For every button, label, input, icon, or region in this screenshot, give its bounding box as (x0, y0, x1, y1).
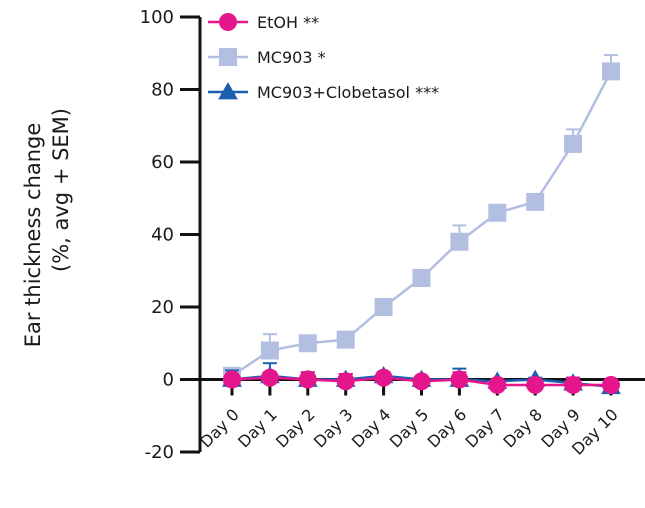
legend-item: EtOH ** (208, 13, 319, 32)
y-tick-label: 20 (151, 297, 174, 318)
y-ticks: -20 0 20 40 60 80 100 (140, 7, 200, 463)
data-point-circle (219, 13, 237, 31)
x-tick-label: Day 0 (196, 405, 243, 452)
x-tick-label: Day 4 (348, 405, 395, 452)
y-tick-label: 40 (151, 225, 174, 246)
legend-label: MC903+Clobetasol *** (257, 83, 439, 102)
x-tick-label: Day 1 (234, 405, 281, 452)
data-point-square (260, 341, 279, 360)
x-tick-label: Day 2 (272, 405, 319, 452)
data-point-circle (450, 370, 469, 389)
series-layer (222, 54, 621, 395)
data-point-circle (564, 375, 583, 394)
data-point-square (450, 232, 469, 251)
series-line (231, 70, 613, 377)
data-point-circle (526, 375, 545, 394)
x-tick-label: Day 8 (499, 405, 546, 452)
data-point-square (412, 269, 431, 287)
data-point-circle (260, 368, 279, 387)
data-point-square (564, 134, 583, 153)
y-tick-label: 100 (140, 7, 174, 28)
y-axis-sublabel: (%, avg + SEM) (49, 108, 73, 272)
legend-label: MC903 * (257, 48, 326, 67)
legend-label: EtOH ** (257, 13, 319, 32)
series-square (223, 54, 620, 385)
x-tick-label: Day 3 (310, 405, 357, 452)
y-tick-label: 0 (163, 370, 174, 391)
data-point-triangle (218, 82, 238, 100)
x-tick-label: Day 5 (386, 405, 433, 452)
data-point-square (298, 334, 317, 353)
legend-item: MC903 * (208, 48, 326, 67)
data-point-square (488, 203, 507, 222)
data-point-square (374, 298, 393, 316)
data-point-circle (602, 375, 620, 394)
data-point-circle (412, 372, 431, 391)
y-tick-label: 80 (151, 80, 174, 101)
series-circle (223, 368, 620, 394)
x-tick-label: Day 6 (424, 405, 471, 452)
y-axis-label-group: Ear thickness change (%, avg + SEM) (21, 108, 73, 347)
data-point-square (602, 62, 620, 81)
data-point-circle (298, 370, 317, 389)
data-point-circle (488, 375, 507, 394)
data-point-circle (374, 368, 393, 387)
data-point-square (336, 330, 355, 349)
legend: EtOH ** MC903 * MC903+Clobetasol *** (208, 13, 439, 102)
data-point-square (526, 192, 545, 211)
y-tick-label: 60 (151, 152, 174, 173)
legend-item: MC903+Clobetasol *** (208, 82, 439, 102)
data-point-square (219, 48, 237, 66)
y-axis-label: Ear thickness change (21, 123, 45, 348)
data-point-circle (223, 370, 241, 389)
x-tick-label: Day 7 (462, 405, 509, 452)
data-point-circle (336, 372, 355, 391)
y-tick-label: -20 (145, 442, 174, 463)
